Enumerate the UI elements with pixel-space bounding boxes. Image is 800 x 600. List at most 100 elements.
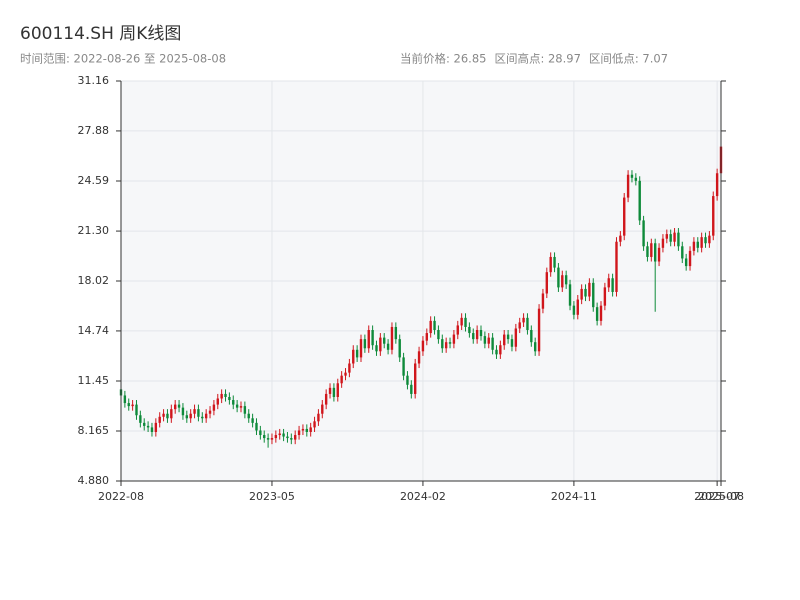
y-tick-label: 27.88 bbox=[78, 124, 110, 137]
candle-body bbox=[541, 293, 545, 309]
candle-body bbox=[626, 174, 630, 198]
candle-body bbox=[413, 363, 417, 394]
candle-body bbox=[599, 305, 603, 321]
candle-body bbox=[595, 307, 599, 321]
candle-body bbox=[301, 428, 305, 431]
candle-body bbox=[681, 246, 684, 259]
stats: 当前价格: 26.85 区间高点: 28.97 区间低点: 7.07 bbox=[400, 52, 668, 66]
candle-body bbox=[344, 372, 347, 376]
candle-body bbox=[251, 418, 254, 423]
candle-body bbox=[371, 330, 374, 346]
candle-body bbox=[700, 237, 703, 248]
candle-body bbox=[646, 246, 649, 257]
candle-body bbox=[363, 339, 367, 349]
candle-body bbox=[584, 288, 587, 297]
candle-body bbox=[143, 422, 146, 426]
candle-body bbox=[224, 393, 227, 397]
candle-body bbox=[154, 422, 158, 432]
candles bbox=[119, 114, 723, 448]
x-tick-label: 2022-08 bbox=[98, 490, 144, 503]
candle-body bbox=[425, 333, 429, 341]
candle-body bbox=[692, 241, 696, 251]
candle-body bbox=[665, 234, 669, 239]
candle-body bbox=[286, 436, 289, 439]
candle-body bbox=[410, 384, 413, 394]
candle-body bbox=[603, 287, 607, 306]
y-tick-label: 18.02 bbox=[78, 274, 110, 287]
candle-body bbox=[402, 357, 405, 376]
candle-body bbox=[232, 400, 235, 405]
candle-body bbox=[452, 334, 456, 344]
candle-body bbox=[653, 243, 657, 262]
candle-body bbox=[259, 430, 262, 436]
candle-body bbox=[503, 334, 506, 346]
candle-body bbox=[290, 438, 293, 440]
candle-body bbox=[592, 282, 595, 308]
y-tick-label: 8.165 bbox=[78, 424, 110, 437]
y-tick-label: 14.74 bbox=[78, 324, 110, 337]
candle-body bbox=[166, 413, 169, 419]
candle-body bbox=[131, 404, 134, 407]
candle-body bbox=[704, 237, 707, 244]
candle-body bbox=[216, 398, 219, 405]
y-tick-label: 4.880 bbox=[78, 474, 110, 487]
candle-body bbox=[266, 438, 270, 440]
candle-body bbox=[305, 428, 309, 432]
candle-body bbox=[564, 275, 568, 285]
y-tick-label: 24.59 bbox=[78, 174, 110, 187]
candle-body bbox=[669, 234, 672, 242]
candle-body bbox=[444, 342, 448, 349]
candle-body bbox=[708, 235, 711, 244]
candle-body bbox=[464, 317, 467, 327]
candle-body bbox=[255, 422, 258, 431]
candle-body bbox=[359, 339, 363, 358]
candle-body bbox=[146, 425, 150, 428]
candle-body bbox=[340, 375, 343, 384]
candle-body bbox=[150, 427, 154, 432]
candle-body bbox=[568, 284, 572, 306]
candle-body bbox=[383, 337, 386, 344]
candle-body bbox=[181, 407, 185, 416]
candle-body bbox=[417, 351, 421, 364]
stat: 当前价格: 26.85 bbox=[400, 52, 486, 66]
candle-body bbox=[433, 320, 436, 331]
candle-body bbox=[243, 406, 247, 414]
candle-body bbox=[158, 416, 161, 423]
stat: 区间低点: 7.07 bbox=[589, 52, 668, 66]
candle-body bbox=[696, 241, 699, 248]
candle-body bbox=[398, 339, 401, 358]
candle-body bbox=[642, 220, 645, 247]
y-tick-label: 31.16 bbox=[78, 74, 110, 87]
candle-body bbox=[630, 174, 634, 178]
candle-body bbox=[483, 336, 487, 344]
candle-body bbox=[634, 177, 638, 181]
date-range: 时间范围: 2022-08-26 至 2025-08-08 bbox=[20, 52, 226, 66]
candle-body bbox=[235, 404, 239, 408]
candle-body bbox=[317, 413, 320, 422]
candle-body bbox=[588, 282, 591, 297]
candle-body bbox=[270, 438, 274, 440]
candle-body bbox=[247, 413, 250, 419]
x-tick-label: 2024-02 bbox=[400, 490, 446, 503]
candle-body bbox=[638, 180, 641, 221]
candle-body bbox=[510, 339, 514, 347]
x-tick-label: 2024-11 bbox=[551, 490, 597, 503]
candle-body bbox=[297, 430, 301, 436]
candle-body bbox=[650, 243, 653, 257]
candle-body bbox=[615, 241, 618, 292]
candle-body bbox=[375, 345, 378, 352]
candle-body bbox=[607, 278, 610, 288]
candle-body bbox=[390, 326, 394, 350]
candle-body bbox=[619, 235, 622, 242]
y-tick-label: 11.45 bbox=[78, 374, 110, 387]
candle-body bbox=[162, 413, 165, 417]
stat: 区间高点: 28.97 bbox=[494, 52, 580, 66]
candle-body bbox=[530, 330, 533, 343]
candle-body bbox=[545, 272, 549, 294]
candle-body bbox=[712, 196, 715, 236]
candle-body bbox=[406, 375, 409, 385]
candle-body bbox=[553, 256, 556, 268]
candle-body bbox=[324, 393, 328, 405]
candle-body bbox=[549, 256, 552, 273]
candle-body bbox=[386, 343, 390, 350]
